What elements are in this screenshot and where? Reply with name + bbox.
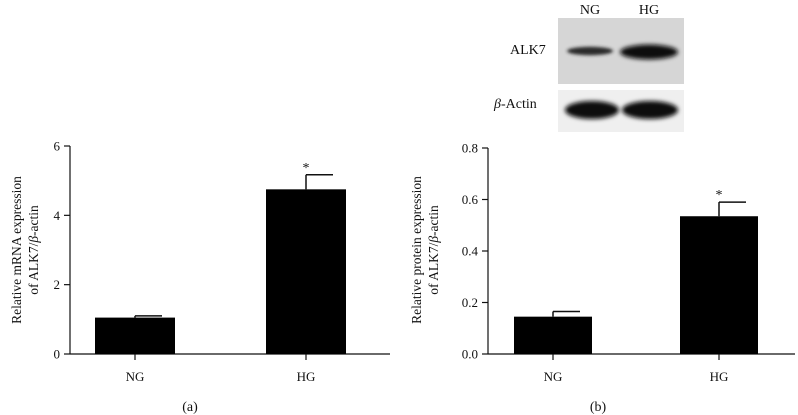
y-tick-label: 0.0 [462, 347, 478, 362]
blot-band-actin-hg [622, 101, 678, 119]
blot-lane-label-hg: HG [639, 3, 659, 18]
western-blot: NG HG ALK7 β-Actin [493, 3, 684, 132]
y-tick-label: 0.8 [462, 141, 478, 156]
y-tick-label: 6 [54, 139, 61, 154]
blot-band-alk7-ng [567, 46, 613, 56]
x-tick-label-ng: NG [544, 369, 563, 384]
significance-marker: * [716, 188, 723, 203]
y-tick-label: 0.2 [462, 295, 478, 310]
panel-label-b: (b) [590, 400, 607, 415]
y-axis-label-a: Relative mRNA expression of ALK7/β-actin [9, 176, 41, 324]
blot-row-label-alk7: ALK7 [510, 43, 546, 58]
y-tick-label: 0.4 [462, 244, 479, 259]
x-tick-label-hg: HG [297, 369, 316, 384]
y-tick-label: 4 [54, 208, 61, 223]
bar-ng [95, 317, 175, 354]
bar-ng [514, 316, 592, 354]
blot-band-actin-ng [565, 101, 619, 119]
y-tick-label: 0 [54, 347, 61, 362]
chart-panel-b: 0.0 0.2 0.4 0.6 0.8 NG HG * Relative protein e… [409, 141, 795, 415]
panel-label-a: (a) [182, 400, 198, 415]
x-tick-label-hg: HG [710, 369, 729, 384]
x-tick-label-ng: NG [126, 369, 145, 384]
significance-marker: * [303, 161, 310, 176]
bar-hg [266, 189, 346, 354]
y-tick-label: 2 [54, 277, 61, 292]
blot-band-alk7-hg [620, 44, 678, 60]
chart-panel-a: 0 2 4 6 NG HG * Relative mRNA expression of AL… [9, 139, 390, 415]
y-axis-label-b: Relative protein expression of ALK7/β-act… [409, 176, 441, 324]
y-tick-label: 0.6 [462, 192, 479, 207]
blot-lane-label-ng: NG [580, 3, 600, 18]
bar-hg [680, 216, 758, 354]
blot-row-label-actin: β-Actin [493, 97, 537, 112]
